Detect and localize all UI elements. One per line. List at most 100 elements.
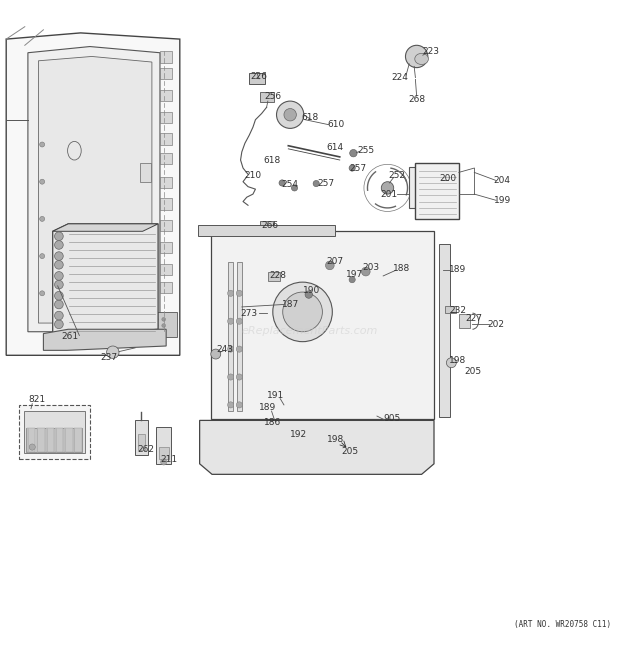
Circle shape — [55, 280, 63, 289]
Bar — [439, 244, 450, 417]
Text: 614: 614 — [326, 143, 343, 152]
Bar — [268, 272, 280, 281]
Text: 204: 204 — [494, 176, 511, 185]
Text: 255: 255 — [357, 146, 374, 155]
Circle shape — [228, 290, 234, 296]
Text: 243: 243 — [216, 344, 233, 354]
Bar — [138, 434, 145, 449]
Text: 205: 205 — [342, 447, 359, 456]
Text: 252: 252 — [388, 171, 405, 180]
Bar — [160, 282, 172, 293]
Bar — [19, 405, 90, 459]
Circle shape — [40, 216, 45, 221]
Circle shape — [228, 402, 234, 408]
Circle shape — [349, 165, 355, 171]
Circle shape — [326, 261, 334, 270]
Text: 203: 203 — [362, 263, 379, 272]
Bar — [228, 262, 233, 411]
Circle shape — [154, 317, 158, 321]
Bar — [74, 428, 82, 452]
Circle shape — [162, 324, 166, 327]
Text: 905: 905 — [383, 414, 401, 423]
Text: 190: 190 — [303, 286, 320, 295]
Bar — [160, 112, 172, 123]
Text: 198: 198 — [449, 356, 466, 365]
Circle shape — [55, 260, 63, 269]
Circle shape — [228, 318, 234, 325]
Bar — [160, 176, 172, 188]
Bar — [64, 428, 73, 452]
Circle shape — [40, 291, 45, 295]
Bar — [415, 163, 459, 219]
Circle shape — [55, 241, 63, 249]
Text: 191: 191 — [267, 391, 285, 400]
Bar — [198, 225, 335, 236]
Polygon shape — [43, 329, 166, 350]
Text: 210: 210 — [244, 171, 262, 180]
Text: 226: 226 — [250, 72, 268, 81]
Text: 199: 199 — [494, 196, 511, 205]
Bar — [160, 153, 172, 165]
Circle shape — [107, 346, 119, 358]
Text: 188: 188 — [393, 264, 410, 273]
Circle shape — [162, 317, 166, 321]
Polygon shape — [200, 420, 434, 475]
Circle shape — [381, 182, 394, 194]
Circle shape — [55, 272, 63, 280]
Circle shape — [228, 374, 234, 380]
Text: 257: 257 — [350, 163, 367, 173]
Polygon shape — [53, 224, 158, 231]
Bar — [445, 305, 456, 313]
Text: 227: 227 — [466, 313, 483, 323]
Circle shape — [40, 142, 45, 147]
Bar — [152, 312, 177, 336]
Bar — [160, 134, 172, 145]
Text: (ART NO. WR20758 C11): (ART NO. WR20758 C11) — [513, 620, 611, 629]
Circle shape — [236, 402, 242, 408]
Text: 187: 187 — [281, 300, 299, 309]
Circle shape — [211, 349, 221, 359]
Polygon shape — [156, 426, 171, 464]
Text: 821: 821 — [29, 395, 46, 405]
Bar — [24, 411, 85, 453]
Circle shape — [40, 254, 45, 258]
Text: 197: 197 — [346, 270, 363, 279]
Circle shape — [154, 324, 158, 327]
Text: 200: 200 — [439, 174, 456, 183]
Circle shape — [161, 459, 167, 465]
Text: 223: 223 — [422, 47, 440, 56]
Circle shape — [55, 320, 63, 329]
Bar — [160, 90, 172, 101]
Circle shape — [349, 276, 355, 283]
Text: 618: 618 — [263, 156, 280, 165]
Bar — [55, 428, 63, 452]
Circle shape — [291, 185, 298, 191]
Circle shape — [236, 346, 242, 352]
Text: 202: 202 — [487, 320, 505, 329]
Text: 186: 186 — [264, 418, 281, 427]
Text: 273: 273 — [241, 309, 258, 318]
Circle shape — [236, 290, 242, 296]
Bar — [160, 198, 172, 210]
Text: 228: 228 — [269, 272, 286, 280]
Text: 618: 618 — [301, 113, 319, 122]
Circle shape — [55, 252, 63, 260]
Circle shape — [283, 292, 322, 332]
Circle shape — [405, 46, 428, 67]
Circle shape — [29, 444, 35, 450]
Circle shape — [273, 282, 332, 342]
Circle shape — [162, 330, 166, 334]
Circle shape — [55, 311, 63, 320]
Circle shape — [279, 180, 285, 186]
Text: 610: 610 — [327, 120, 345, 129]
Bar — [237, 262, 242, 411]
Bar — [140, 163, 151, 182]
Text: 207: 207 — [326, 256, 343, 266]
Text: 237: 237 — [100, 353, 117, 362]
Polygon shape — [38, 56, 152, 323]
Bar — [37, 428, 45, 452]
Circle shape — [55, 300, 63, 309]
Polygon shape — [135, 420, 148, 455]
Circle shape — [284, 108, 296, 121]
Bar — [160, 68, 172, 79]
